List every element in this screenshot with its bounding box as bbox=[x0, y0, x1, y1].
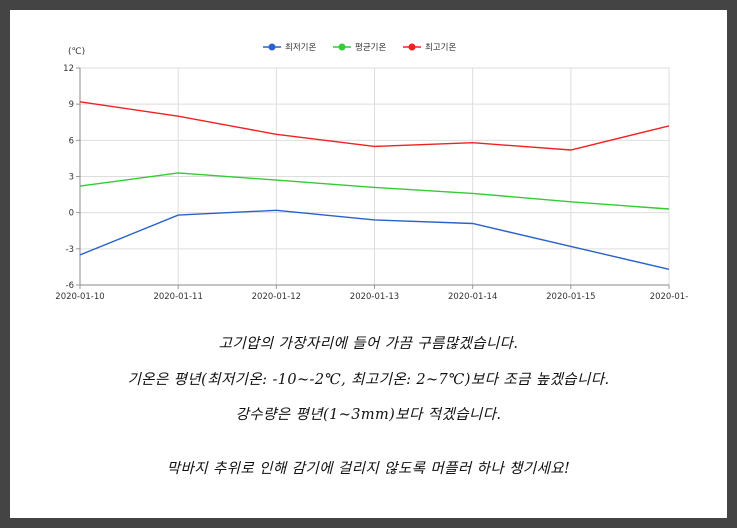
caption-line-4: 막바지 추위로 인해 감기에 걸리지 않도록 머플러 하나 챙기세요! bbox=[166, 461, 571, 477]
y-tick-label: -3 bbox=[66, 245, 74, 255]
y-tick-label: 0 bbox=[69, 209, 74, 219]
series-lines bbox=[79, 101, 670, 270]
y-tick-label: -6 bbox=[66, 281, 74, 291]
y-axis-unit-label: (℃) bbox=[68, 47, 85, 57]
series-line bbox=[79, 209, 670, 270]
x-tick-label: 2020-01-15 bbox=[546, 292, 595, 302]
x-tick-label: 2020-01-13 bbox=[350, 292, 399, 302]
series-line bbox=[79, 172, 670, 210]
legend-label: 최저기온 bbox=[285, 42, 316, 53]
y-tick-label: 3 bbox=[69, 173, 74, 183]
caption-line-1: 고기압의 가장자리에 들어 가끔 구름많겠습니다. bbox=[218, 336, 519, 352]
legend-marker bbox=[408, 43, 416, 51]
legend-marker bbox=[268, 43, 276, 51]
legend-label: 최고기온 bbox=[425, 42, 456, 53]
x-tick-label: 2020-01- bbox=[650, 292, 689, 302]
series-line bbox=[79, 101, 670, 151]
y-tick-label: 12 bbox=[63, 64, 74, 74]
caption-line-3: 강수량은 평년(1~3mm)보다 적겠습니다. bbox=[235, 407, 502, 423]
caption-line-2: 기온은 평년(최저기온: -10~-2℃, 최고기온: 2~7℃)보다 조금 높… bbox=[127, 372, 610, 388]
x-tick-label: 2020-01-12 bbox=[252, 292, 301, 302]
legend-marker bbox=[338, 43, 346, 51]
x-tick-label: 2020-01-14 bbox=[448, 292, 497, 302]
x-tick-label: 2020-01-10 bbox=[55, 292, 104, 302]
grid bbox=[79, 67, 670, 286]
legend: 최저기온 평균기온 최고기온 bbox=[263, 42, 456, 53]
y-tick-label: 6 bbox=[69, 136, 74, 146]
legend-label: 평균기온 bbox=[355, 42, 386, 53]
y-tick-label: 9 bbox=[69, 100, 74, 110]
chart-container: 12 9 6 3 0 -3 -6 2020-01-10 2020-01-11 2020-01-12… bbox=[10, 10, 727, 310]
x-tick-label: 2020-01-11 bbox=[153, 292, 202, 302]
